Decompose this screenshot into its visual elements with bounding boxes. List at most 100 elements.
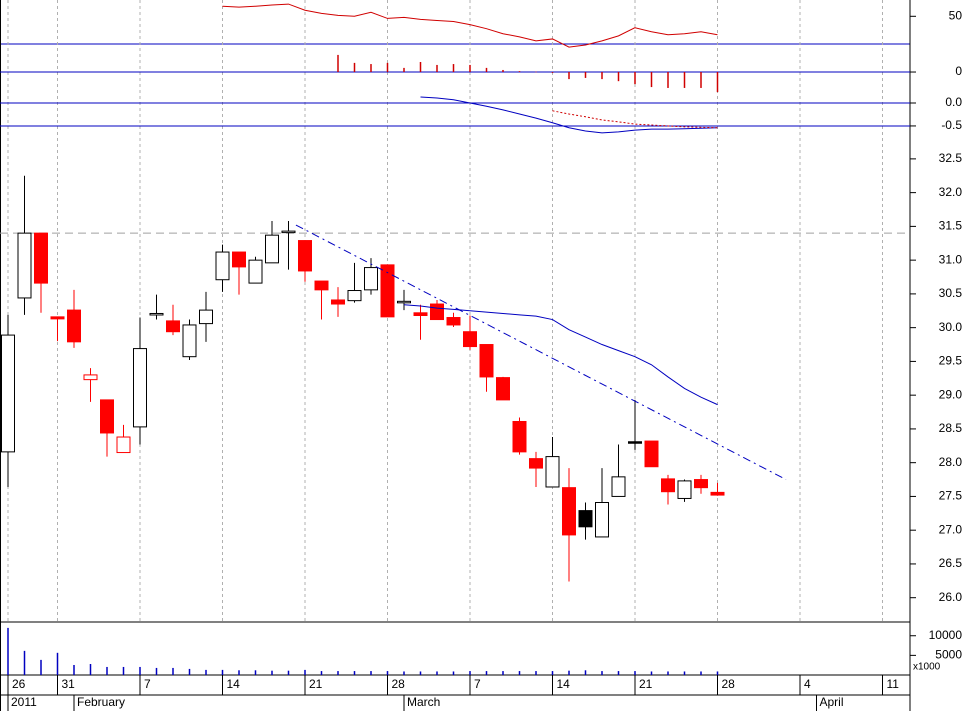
bar xyxy=(551,671,554,675)
y-tick-label: 32.5 xyxy=(939,151,963,165)
x-tick-label: 21 xyxy=(639,677,653,691)
candle-body xyxy=(430,303,444,321)
x-tick-label: 28 xyxy=(722,677,736,691)
bar xyxy=(436,64,438,73)
candle-body xyxy=(545,456,560,488)
y-tick-label: 50 xyxy=(949,8,963,22)
y-tick-label: 30.5 xyxy=(939,286,963,300)
bar xyxy=(650,72,653,88)
candle-body xyxy=(331,299,345,305)
candle-body xyxy=(413,312,428,317)
candle-body xyxy=(611,476,626,497)
bar xyxy=(518,671,521,675)
candle-body xyxy=(116,436,131,454)
y-tick-label: 29.5 xyxy=(939,354,963,368)
bar xyxy=(73,664,75,675)
bar xyxy=(716,671,719,675)
candle-body xyxy=(380,264,395,318)
candle-body xyxy=(347,290,362,302)
candle-body xyxy=(397,300,411,304)
bar xyxy=(469,671,471,675)
bar xyxy=(386,62,389,73)
bar xyxy=(386,671,389,675)
candle-body xyxy=(281,230,296,234)
y-tick-label: 29.0 xyxy=(939,387,963,401)
x-tick-label: 26 xyxy=(12,677,26,691)
bar xyxy=(634,72,636,85)
y-tick-label: 27.5 xyxy=(939,489,963,503)
bar xyxy=(568,72,570,80)
bar xyxy=(403,671,405,675)
bar xyxy=(700,671,702,675)
bar xyxy=(667,72,669,88)
candle-body xyxy=(710,491,725,496)
candle-body xyxy=(100,399,114,434)
x-tick-label: 7 xyxy=(144,677,151,691)
bar xyxy=(518,71,521,73)
x-tick-label: 11 xyxy=(887,677,900,691)
bar xyxy=(452,64,455,73)
candle-body xyxy=(694,479,708,489)
x-tick-label: 4 xyxy=(804,677,811,691)
candle-body xyxy=(512,420,527,453)
candle-body xyxy=(496,377,510,401)
bar xyxy=(40,659,42,675)
bar xyxy=(584,670,587,675)
candle-body xyxy=(67,309,81,343)
candle-body xyxy=(34,232,48,284)
candle-body xyxy=(1,334,15,453)
candle-body xyxy=(529,458,543,469)
x-tick-label: 28 xyxy=(392,677,406,691)
candle-body xyxy=(661,478,675,493)
bar xyxy=(353,671,356,675)
y-tick-label: 27.0 xyxy=(939,522,963,536)
y-tick-label: 31.0 xyxy=(939,252,963,266)
bar xyxy=(56,652,59,675)
x-tick-label: 31 xyxy=(62,677,76,691)
x-tick-label: 14 xyxy=(557,677,571,691)
indicator-line xyxy=(420,96,718,134)
bar xyxy=(155,667,158,675)
bar xyxy=(485,67,488,73)
candle-body xyxy=(182,324,197,358)
candle-body xyxy=(166,320,180,333)
bar xyxy=(139,666,141,675)
bar xyxy=(287,670,290,675)
bar xyxy=(568,670,570,675)
bar xyxy=(271,670,273,675)
candle-body xyxy=(578,510,593,528)
y-tick-label: 5000 xyxy=(935,648,962,662)
unit-label: x1000 xyxy=(913,662,941,673)
trendline xyxy=(295,224,787,480)
bar xyxy=(617,72,620,82)
indicator-line xyxy=(403,304,718,406)
y-tick-label: 10000 xyxy=(929,628,963,642)
y-tick-label: 0 xyxy=(955,64,962,78)
candle-body xyxy=(364,267,378,291)
y-tick-label: 28.5 xyxy=(939,421,963,435)
bar xyxy=(617,671,620,675)
bar xyxy=(370,64,372,73)
bar xyxy=(188,668,191,675)
candle-body xyxy=(644,440,659,468)
candle-body xyxy=(595,502,609,538)
y-tick-label: -0.5 xyxy=(941,118,962,132)
bar xyxy=(601,671,603,675)
bar xyxy=(353,62,356,73)
bar xyxy=(304,669,306,675)
bar xyxy=(650,671,653,675)
candle-body xyxy=(298,240,312,272)
candle-body xyxy=(463,331,477,348)
month-label: 2011 xyxy=(11,695,37,709)
candle-body xyxy=(17,232,32,299)
bar xyxy=(205,669,207,675)
bar xyxy=(700,72,702,88)
candle-body xyxy=(133,348,147,428)
bar xyxy=(106,666,108,675)
y-tick-label: 28.0 xyxy=(939,455,963,469)
bar xyxy=(238,670,240,675)
bar xyxy=(221,669,224,675)
candle-body xyxy=(479,344,494,378)
